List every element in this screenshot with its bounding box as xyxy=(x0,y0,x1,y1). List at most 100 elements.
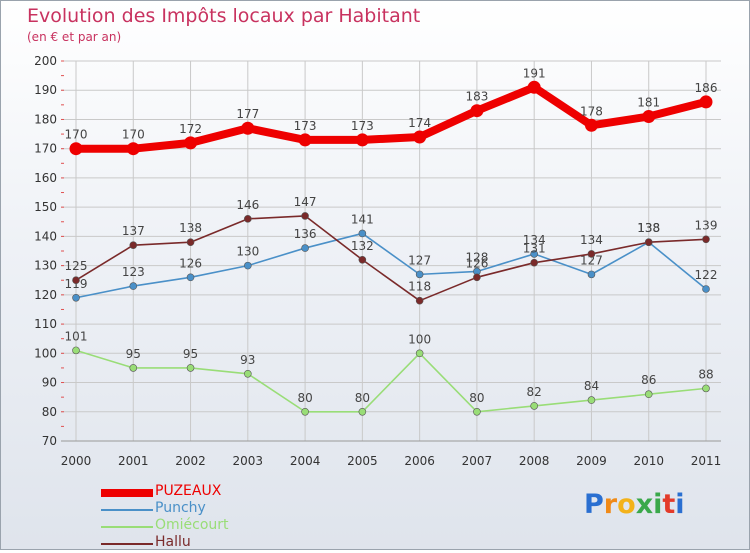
data-point xyxy=(587,270,596,279)
y-tick-label: 100 xyxy=(34,346,57,360)
data-label: 136 xyxy=(294,227,317,241)
y-tick-label: 140 xyxy=(34,229,57,243)
data-point xyxy=(301,407,309,416)
data-label: 147 xyxy=(294,195,317,209)
data-point xyxy=(358,229,367,238)
data-label: 134 xyxy=(523,233,546,247)
data-point xyxy=(244,215,252,223)
x-tick-label: 2005 xyxy=(347,454,378,468)
data-point xyxy=(702,235,710,244)
data-label: 101 xyxy=(65,329,88,343)
y-tick-label: 200 xyxy=(34,54,57,68)
data-point xyxy=(298,133,312,147)
y-tick-label: 150 xyxy=(34,200,57,214)
data-point xyxy=(527,80,541,94)
data-label: 177 xyxy=(236,107,259,121)
data-point xyxy=(72,293,80,302)
data-label: 100 xyxy=(408,332,431,346)
data-point xyxy=(358,407,367,416)
data-point xyxy=(241,121,255,135)
data-point xyxy=(301,212,309,220)
data-point xyxy=(530,258,538,267)
data-label: 139 xyxy=(695,218,718,232)
data-label: 118 xyxy=(408,280,431,294)
data-point xyxy=(129,282,138,290)
data-label: 132 xyxy=(351,239,374,253)
data-label: 146 xyxy=(236,198,259,212)
data-point xyxy=(186,273,195,282)
x-tick-label: 2001 xyxy=(118,454,149,468)
data-point xyxy=(358,255,367,264)
data-label: 170 xyxy=(65,128,88,142)
data-point xyxy=(702,384,710,393)
data-point xyxy=(244,369,252,378)
x-tick-label: 2009 xyxy=(576,454,607,468)
data-point xyxy=(69,142,83,156)
data-point xyxy=(473,273,481,282)
data-label: 95 xyxy=(126,347,141,361)
y-tick-label: 130 xyxy=(34,259,57,273)
data-label: 95 xyxy=(183,347,198,361)
logo-letter: i xyxy=(675,489,685,520)
data-label: 186 xyxy=(695,81,718,95)
x-tick-label: 2006 xyxy=(404,454,435,468)
data-label: 172 xyxy=(179,122,202,136)
data-label: 174 xyxy=(408,116,431,130)
legend-label: Omiécourt xyxy=(155,517,229,533)
data-label: 126 xyxy=(179,256,202,270)
logo-letter: r xyxy=(603,489,618,520)
data-point xyxy=(699,95,713,109)
x-tick-label: 2011 xyxy=(691,454,722,468)
legend-swatch xyxy=(101,526,153,528)
data-label: 126 xyxy=(465,256,488,270)
data-point xyxy=(530,402,538,410)
series-line-Punchy xyxy=(75,232,707,299)
legend-label: Punchy xyxy=(155,500,206,516)
data-point xyxy=(584,118,598,132)
y-tick-label: 70 xyxy=(42,434,57,448)
data-label: 127 xyxy=(408,253,431,267)
data-point xyxy=(413,130,427,144)
data-label: 125 xyxy=(65,259,88,273)
data-label: 178 xyxy=(580,104,603,118)
data-label: 173 xyxy=(351,119,374,133)
data-point xyxy=(587,396,596,404)
y-tick-label: 80 xyxy=(42,405,57,419)
data-point xyxy=(587,250,596,258)
data-point xyxy=(129,364,138,372)
data-point xyxy=(355,133,369,147)
data-point xyxy=(301,244,309,252)
data-point xyxy=(415,270,424,279)
data-label: 191 xyxy=(523,66,546,80)
y-tick-label: 120 xyxy=(34,288,57,302)
data-label: 127 xyxy=(580,253,603,267)
data-label: 123 xyxy=(122,265,145,279)
data-label: 137 xyxy=(122,224,145,238)
data-label: 138 xyxy=(637,221,660,235)
data-label: 170 xyxy=(122,128,145,142)
proxiti-logo: Proxiti xyxy=(584,489,685,520)
chart-title: Evolution des Impôts locaux par Habitant xyxy=(27,5,421,27)
data-point xyxy=(129,241,138,249)
data-label: 80 xyxy=(297,391,312,405)
data-point xyxy=(415,296,424,305)
data-point xyxy=(126,142,140,156)
data-label: 134 xyxy=(580,233,603,247)
logo-letter: t xyxy=(662,489,676,520)
y-tick-label: 180 xyxy=(34,112,57,126)
x-tick-label: 2007 xyxy=(462,454,493,468)
legend-swatch xyxy=(101,509,153,511)
legend-swatch xyxy=(101,543,153,545)
data-point xyxy=(473,407,481,416)
data-label: 141 xyxy=(351,212,374,226)
data-point xyxy=(186,238,195,247)
data-point xyxy=(644,238,653,247)
data-point xyxy=(702,285,710,293)
logo-letter: i xyxy=(653,489,663,520)
legend-label: PUZEAUX xyxy=(155,483,222,499)
x-tick-label: 2000 xyxy=(61,454,92,468)
data-label: 128 xyxy=(465,250,488,264)
x-tick-label: 2010 xyxy=(633,454,664,468)
y-tick-label: 170 xyxy=(34,142,57,156)
